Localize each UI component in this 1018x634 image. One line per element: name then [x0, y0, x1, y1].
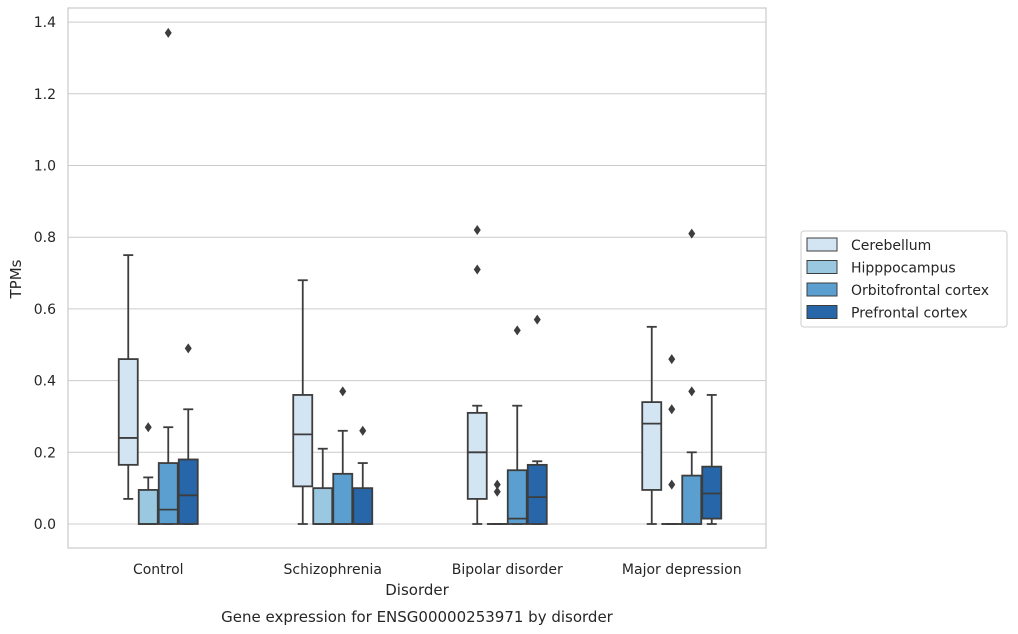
legend-label: Cerebellum — [851, 238, 931, 254]
outlier-point — [493, 479, 501, 490]
box-body — [681, 474, 703, 525]
x-tick-label: Control — [133, 562, 184, 578]
box-body — [506, 469, 528, 525]
box — [641, 325, 663, 525]
box — [701, 394, 723, 525]
legend-label: Hipppocampus — [851, 261, 956, 277]
outlier-point — [184, 343, 192, 354]
legend-frame — [800, 230, 1008, 328]
box — [352, 425, 374, 525]
box-series-3 — [177, 314, 723, 525]
box — [526, 314, 548, 525]
y-tick-label: 0.8 — [34, 230, 56, 246]
plot-frame — [67, 7, 767, 549]
x-tick-label: Schizophrenia — [284, 562, 382, 578]
outlier-point — [668, 354, 676, 365]
box-body — [332, 472, 354, 525]
box-series — [117, 27, 723, 525]
outlier-point — [688, 386, 696, 397]
box — [117, 254, 139, 500]
outlier-point — [533, 314, 541, 325]
y-tick-label: 1.2 — [34, 87, 56, 103]
outlier-point — [513, 325, 521, 336]
outlier-point — [688, 228, 696, 239]
legend-swatch — [806, 305, 838, 319]
legend-swatch — [806, 260, 838, 274]
legend-label: Prefrontal cortex — [851, 306, 968, 322]
legend-swatch — [806, 282, 838, 297]
y-tick-label: 0.6 — [34, 302, 56, 318]
legend-swatch — [806, 237, 838, 252]
y-tick-label: 1.4 — [34, 15, 56, 31]
box-series-0 — [117, 225, 663, 525]
outlier-point — [493, 486, 501, 497]
box-body — [466, 411, 488, 500]
outlier-point — [473, 264, 481, 275]
box — [661, 354, 683, 525]
y-tick-label: 0.2 — [34, 445, 56, 461]
box — [466, 225, 488, 525]
legend: Cerebellum Hipppocampus Orbitofrontal cort… — [800, 230, 1008, 328]
box-series-2 — [157, 27, 703, 525]
box — [292, 279, 314, 525]
outlier-point — [164, 27, 172, 38]
box-body — [177, 458, 199, 525]
outlier-point — [473, 225, 481, 236]
box — [137, 422, 159, 525]
grid-lines — [68, 21, 766, 525]
y-axis-label: TPMs — [7, 259, 25, 299]
outlier-point — [359, 425, 367, 436]
legend-label: Orbitofrontal cortex — [851, 283, 989, 299]
box — [157, 27, 179, 525]
box-body — [312, 487, 334, 525]
box-body — [352, 487, 374, 525]
box-series-1 — [137, 354, 683, 525]
box-body — [292, 394, 314, 488]
x-tick-label: Major depression — [622, 562, 742, 578]
chart-caption: Gene expression for ENSG00000253971 by d… — [221, 608, 614, 626]
x-tick-labels: Control Schizophrenia Bipolar disorder Majo… — [133, 562, 742, 578]
outlier-point — [668, 479, 676, 490]
box — [681, 228, 703, 525]
box — [486, 479, 508, 525]
y-tick-label: 0.4 — [34, 374, 56, 390]
box — [312, 447, 334, 525]
outlier-point — [144, 422, 152, 433]
y-tick-labels: 0.0 0.2 0.4 0.6 0.8 1.0 1.2 1.4 — [34, 15, 56, 533]
y-tick-label: 0.0 — [34, 517, 56, 533]
box — [506, 325, 528, 525]
outlier-point — [339, 386, 347, 397]
box-body — [526, 463, 548, 525]
box-body — [641, 401, 663, 491]
box-body — [137, 489, 159, 525]
outlier-point — [668, 404, 676, 415]
box — [177, 343, 199, 525]
box-body — [117, 358, 139, 466]
x-axis-label: Disorder — [385, 581, 449, 599]
y-tick-label: 1.0 — [34, 159, 56, 175]
x-tick-label: Bipolar disorder — [452, 562, 563, 578]
box-body — [157, 462, 179, 525]
box — [332, 386, 354, 525]
